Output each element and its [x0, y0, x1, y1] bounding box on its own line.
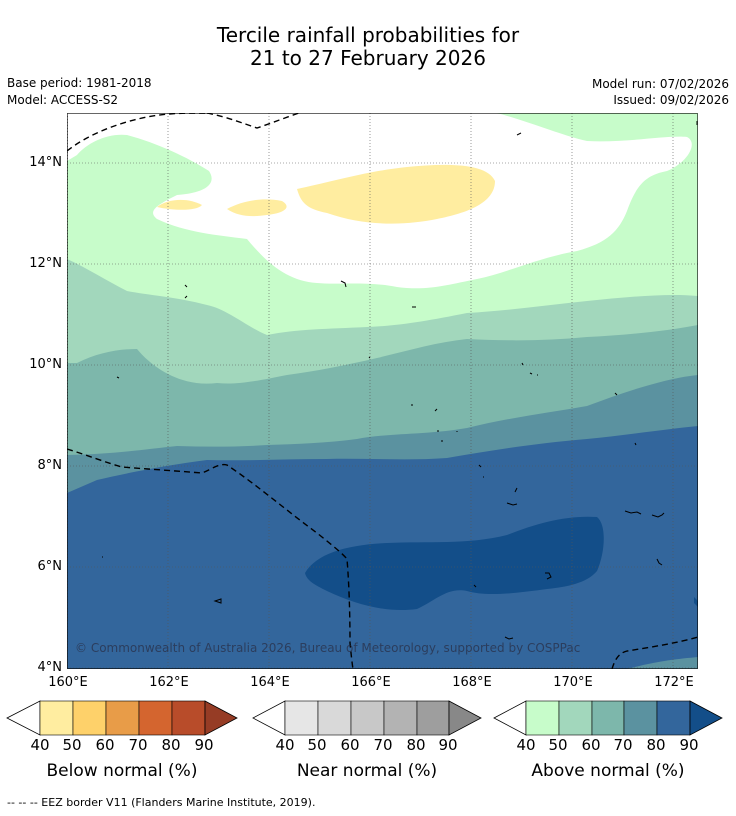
- lon-label: 160°E: [48, 675, 88, 690]
- colorbar-swatch: [39, 700, 74, 736]
- lat-label: 6°N: [37, 559, 63, 574]
- colorbar-swatch: [525, 700, 560, 736]
- eez-border: [67, 113, 698, 669]
- colorbar-swatch: [558, 700, 593, 736]
- colorbar-tick: 40: [275, 736, 295, 754]
- band-above-70-se: [627, 657, 698, 669]
- map-title-line1: Tercile rainfall probabilities for: [216, 23, 520, 47]
- lat-label: 14°N: [29, 155, 62, 170]
- colorbar-under-arrow: [252, 700, 286, 736]
- colorbar-tick: 50: [548, 736, 568, 754]
- lon-label: 168°E: [452, 675, 492, 690]
- colorbar-swatch: [350, 700, 385, 736]
- colorbar-below-normal: [6, 700, 238, 736]
- colorbar-title-near: Near normal (%): [296, 761, 438, 781]
- below-normal-blob-west: [157, 199, 202, 210]
- colorbar-tick: 90: [679, 736, 699, 754]
- map-title-line2: 21 to 27 February 2026: [250, 46, 486, 70]
- colorbar-tick: 60: [95, 736, 115, 754]
- colorbar-over-arrow: [448, 700, 482, 736]
- colorbar-tick: 50: [62, 736, 82, 754]
- colorbar-tick: 90: [438, 736, 458, 754]
- lon-label: 172°E: [654, 675, 694, 690]
- lat-label: 10°N: [29, 357, 62, 372]
- lat-label: 8°N: [37, 458, 63, 473]
- colorbar-swatch: [656, 700, 691, 736]
- base-period: Base period: 1981-2018: [7, 76, 152, 90]
- eez-footnote: -- -- -- EEZ border V11 (Flanders Marine…: [7, 796, 316, 809]
- colorbar-tick: 50: [307, 736, 327, 754]
- colorbar-near-normal: [252, 700, 482, 736]
- band-above-90: [305, 516, 604, 611]
- colorbar-under-arrow: [493, 700, 527, 736]
- colorbar-swatch: [383, 700, 418, 736]
- rainfall-map: [67, 113, 698, 669]
- colorbar-swatch: [171, 700, 206, 736]
- colorbar-swatch: [416, 700, 450, 736]
- colorbar-tick: 90: [194, 736, 214, 754]
- below-normal-blob-east: [297, 164, 495, 224]
- colorbar-tick: 80: [161, 736, 181, 754]
- colorbar-tick: 60: [340, 736, 360, 754]
- colorbar-under-arrow: [6, 700, 41, 736]
- lon-label: 166°E: [351, 675, 391, 690]
- lon-label: 162°E: [149, 675, 189, 690]
- colorbar-above-normal: [493, 700, 723, 736]
- graticule: [67, 113, 698, 669]
- model-name: Model: ACCESS-S2: [7, 93, 119, 107]
- islands: [102, 121, 698, 640]
- colorbar-swatch: [72, 700, 107, 736]
- colorbar-tick: 70: [373, 736, 393, 754]
- issued-date: Issued: 09/02/2026: [613, 93, 729, 107]
- colorbar-over-arrow: [204, 700, 238, 736]
- colorbar-swatch: [591, 700, 625, 736]
- colorbar-tick: 70: [613, 736, 633, 754]
- colorbar-title-below: Below normal (%): [46, 761, 198, 781]
- band-above-40-ne: [627, 113, 698, 143]
- colorbar-swatch: [105, 700, 140, 736]
- colorbar-swatch: [284, 700, 319, 736]
- colorbar-tick: 40: [30, 736, 50, 754]
- coast-patch: [694, 597, 698, 607]
- lat-label: 4°N: [37, 660, 63, 675]
- colorbar-over-arrow: [689, 700, 723, 736]
- colorbar-tick: 80: [646, 736, 666, 754]
- colorbar-title-above: Above normal (%): [531, 761, 685, 781]
- map-frame: [67, 113, 698, 669]
- lon-label: 164°E: [250, 675, 290, 690]
- copyright-notice: © Commonwealth of Australia 2026, Bureau…: [75, 641, 581, 655]
- below-normal-blob-mid: [227, 199, 287, 217]
- model-run: Model run: 07/02/2026: [591, 77, 729, 91]
- lat-label: 12°N: [29, 256, 62, 271]
- colorbar-tick: 70: [128, 736, 148, 754]
- colorbar-tick: 60: [581, 736, 601, 754]
- colorbar-swatch: [138, 700, 173, 736]
- colorbar-swatch: [623, 700, 658, 736]
- colorbar-tick: 40: [516, 736, 536, 754]
- lon-label: 170°E: [553, 675, 593, 690]
- colorbar-swatch: [317, 700, 352, 736]
- colorbar-tick: 80: [406, 736, 426, 754]
